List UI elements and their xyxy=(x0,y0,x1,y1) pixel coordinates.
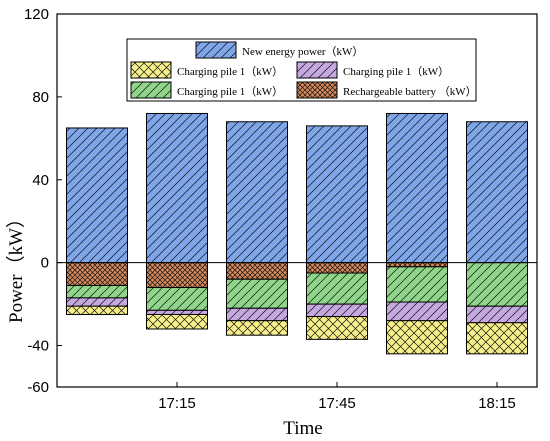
bar-pile_green-1800 xyxy=(386,266,448,303)
bar-new_energy-1730 xyxy=(226,121,288,264)
bar-pile_green-1815 xyxy=(466,262,528,307)
legend-label-new_energy: New energy power（kW） xyxy=(242,45,363,58)
legend-swatch-new_energy xyxy=(195,41,237,59)
bar-battery-1800 xyxy=(386,262,448,268)
legend-swatch-pile_yellow xyxy=(130,61,172,79)
bar-pile_green-1730 xyxy=(226,278,288,309)
bar-battery-1730 xyxy=(226,262,288,280)
bar-battery-1745 xyxy=(306,262,368,274)
bar-pile_yellow-1815 xyxy=(466,322,528,355)
bar-new_energy-1800 xyxy=(386,112,448,264)
y-tick-label: 0 xyxy=(41,255,49,272)
legend-label-pile_green: Charging pile 1（kW） xyxy=(177,85,283,98)
bar-pile_purple-1730 xyxy=(226,307,288,322)
bars xyxy=(66,112,528,355)
x-tick-label: 18:15 xyxy=(478,395,516,412)
bar-pile_purple-1800 xyxy=(386,301,448,322)
y-tick-label: 80 xyxy=(32,89,49,106)
legend: New energy power（kW） Charging pile 1（kW） C… xyxy=(126,38,477,102)
bar-battery-1715 xyxy=(146,262,208,289)
y-tick-label: 120 xyxy=(24,6,49,23)
bar-new_energy-1715 xyxy=(146,112,208,264)
bar-pile_yellow-1645 xyxy=(66,305,128,315)
bar-pile_green-1745 xyxy=(306,272,368,305)
y-axis-title: Power（kW） xyxy=(5,209,27,323)
x-tick-label: 17:45 xyxy=(318,395,356,412)
legend-label-pile_yellow: Charging pile 1（kW） xyxy=(177,65,283,78)
legend-label-battery: Rechargeable battery （kW） xyxy=(343,85,477,98)
bar-pile_purple-1715 xyxy=(146,309,208,315)
bar-pile_yellow-1800 xyxy=(386,320,448,355)
legend-swatch-battery xyxy=(296,81,338,99)
bar-pile_yellow-1745 xyxy=(306,316,368,340)
y-tick-label: 40 xyxy=(32,172,49,189)
bar-pile_green-1715 xyxy=(146,287,208,311)
bar-pile_yellow-1730 xyxy=(226,320,288,336)
y-axis: -60 -40 0 40 80 120 xyxy=(24,6,62,396)
bar-pile_green-1645 xyxy=(66,284,128,299)
y-tick-label: -60 xyxy=(27,379,49,396)
plot-frame xyxy=(56,13,538,388)
y-tick-label: -40 xyxy=(27,338,49,355)
x-axis-title: Time xyxy=(283,418,322,439)
bar-pile_purple-1815 xyxy=(466,305,528,324)
bar-new_energy-1815 xyxy=(466,121,528,264)
legend-swatch-pile_purple xyxy=(296,61,338,79)
bar-pile_yellow-1715 xyxy=(146,313,208,330)
bar-pile_purple-1745 xyxy=(306,303,368,318)
bar-battery-1645 xyxy=(66,262,128,286)
bar-new_energy-1745 xyxy=(306,125,368,264)
bar-pile_purple-1645 xyxy=(66,297,128,307)
x-axis: 17:15 17:45 18:15 xyxy=(158,382,516,412)
x-tick-label: 17:15 xyxy=(158,395,196,412)
bar-new_energy-1645 xyxy=(66,127,128,264)
legend-label-pile_purple: Charging pile 1（kW） xyxy=(343,65,449,78)
legend-swatch-pile_green xyxy=(130,81,172,99)
